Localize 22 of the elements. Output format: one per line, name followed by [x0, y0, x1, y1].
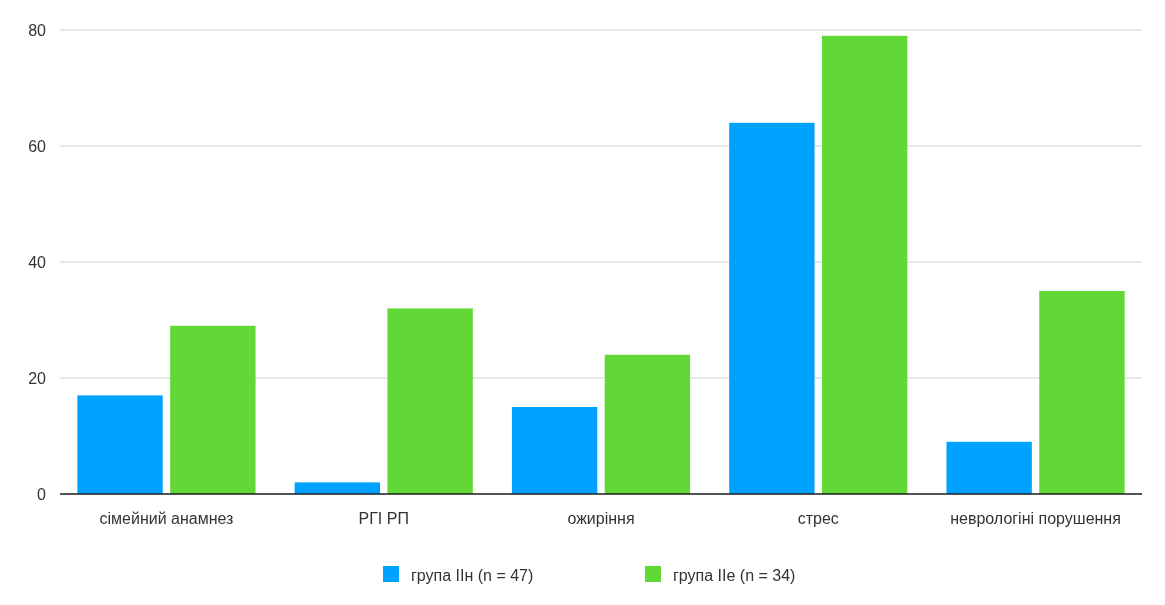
x-tick-label: сімейний анамнез: [99, 510, 234, 527]
bar: [946, 441, 1032, 494]
bar: [729, 122, 815, 494]
bar: [511, 407, 598, 494]
x-tick-label: стрес: [797, 510, 839, 527]
y-tick-label: 40: [28, 253, 47, 271]
x-tick-label: неврологіні порушення: [950, 510, 1121, 527]
x-tick-label: РГІ РП: [358, 510, 409, 527]
bar: [170, 325, 256, 494]
bar: [604, 354, 691, 494]
y-tick-label: 80: [28, 21, 47, 39]
legend-label: група IIн (n = 47): [411, 566, 534, 584]
bar: [387, 308, 473, 494]
y-tick-label: 60: [28, 137, 47, 155]
bar: [1039, 291, 1125, 494]
y-tick-label: 0: [37, 485, 47, 503]
bar: [821, 35, 908, 494]
x-tick-label: ожиріння: [567, 510, 635, 527]
bar: [77, 395, 163, 494]
y-tick-label: 20: [28, 369, 47, 387]
bar: [294, 482, 381, 494]
legend-label: група IIe (n = 34): [673, 566, 796, 584]
